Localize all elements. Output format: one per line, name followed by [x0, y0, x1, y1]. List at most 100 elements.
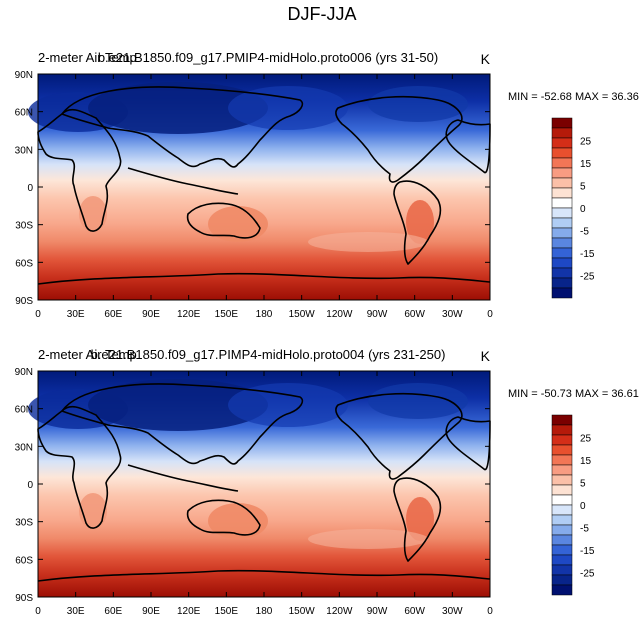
lon-tick-label: 180	[256, 606, 273, 617]
lat-tick-label: 60S	[15, 555, 33, 566]
colorbar-swatch	[551, 227, 573, 239]
panel-stats: MIN = -50.73 MAX = 36.61	[508, 388, 639, 400]
lon-tick-label: 120E	[177, 309, 201, 320]
colorbar-swatch	[551, 137, 573, 149]
colorbar-swatch	[551, 494, 573, 506]
lon-tick-label: 150E	[215, 606, 239, 617]
colorbar-swatch	[551, 287, 573, 299]
colorbar-swatch	[551, 584, 573, 596]
lat-axis: 90N 60N 30N 0 30S 60S 90S	[15, 70, 490, 307]
map-panel-1: 2-meter Air Temp b.e21.B1850.f09_g17.PMI…	[15, 50, 639, 320]
coastlines	[37, 383, 491, 582]
lat-tick-label: 90N	[15, 367, 33, 378]
colorbar-label: 25	[580, 434, 592, 445]
colorbar-swatch	[551, 217, 573, 229]
lon-tick-label: 120E	[177, 606, 201, 617]
lon-tick-label: 30W	[442, 606, 463, 617]
lon-tick-label: 60W	[404, 309, 425, 320]
colorbar-swatch	[551, 197, 573, 209]
colorbar-label: 5	[580, 479, 586, 490]
colorbar-label: -15	[580, 546, 595, 557]
lat-tick-label: 90N	[15, 70, 33, 81]
lat-tick-label: 90S	[15, 593, 33, 604]
colorbar-swatch	[551, 414, 573, 426]
map-patches	[28, 379, 468, 549]
colorbar-swatch	[551, 474, 573, 486]
lon-tick-label: 30E	[67, 309, 85, 320]
lon-tick-label: 120W	[326, 309, 353, 320]
colorbar-swatch	[551, 564, 573, 576]
lon-tick-label: 90W	[367, 309, 388, 320]
colorbar-label: 15	[580, 456, 592, 467]
lat-tick-label: 30N	[15, 442, 33, 453]
colorbar-swatch	[551, 117, 573, 129]
map-patches	[28, 82, 468, 252]
lon-axis: 0 30E 60E 90E 120E 150E 180 150W 120W 90W 60W 30W 0	[35, 371, 493, 617]
lat-tick-label: 0	[27, 183, 33, 194]
lon-tick-label: 30W	[442, 309, 463, 320]
lon-tick-label: 30E	[67, 606, 85, 617]
lon-tick-label: 0	[487, 606, 493, 617]
lon-tick-label: 90W	[367, 606, 388, 617]
colorbar-swatch	[551, 207, 573, 219]
lon-tick-label: 0	[35, 606, 41, 617]
colorbar-swatch	[551, 434, 573, 446]
colorbar-swatch	[551, 484, 573, 496]
colorbar-label: -25	[580, 272, 595, 283]
lon-tick-label: 180	[256, 309, 273, 320]
lon-tick-label: 90E	[142, 606, 160, 617]
lon-tick-label: 150W	[289, 309, 316, 320]
colorbar-swatch	[551, 257, 573, 269]
colorbar-swatch	[551, 574, 573, 586]
lon-axis: 0 30E 60E 90E 120E 150E 180 150W 120W 90W 60W 30W 0	[35, 74, 493, 320]
colorbar: 25 15 5 0 -5 -15 -25	[551, 117, 595, 299]
colorbar-swatch	[551, 237, 573, 249]
coastlines	[37, 86, 491, 285]
colorbar-label: -15	[580, 249, 595, 260]
colorbar: 25 15 5 0 -5 -15 -25	[551, 414, 595, 596]
lon-tick-label: 60E	[104, 309, 122, 320]
colorbar-swatch	[551, 247, 573, 259]
colorbar-label: -25	[580, 569, 595, 580]
panel-units: K	[481, 348, 491, 364]
colorbar-swatch	[551, 187, 573, 199]
lon-tick-label: 0	[487, 309, 493, 320]
lat-tick-label: 30S	[15, 221, 33, 232]
map-panel-2: 2-meter Air Temp b.e21.B1850.f09_g17.PIM…	[15, 347, 639, 617]
colorbar-swatch	[551, 177, 573, 189]
lon-tick-label: 90E	[142, 309, 160, 320]
lon-tick-label: 0	[35, 309, 41, 320]
colorbar-swatch	[551, 454, 573, 466]
colorbar-swatch	[551, 464, 573, 476]
colorbar-swatch	[551, 277, 573, 289]
colorbar-swatch	[551, 534, 573, 546]
colorbar-swatch	[551, 147, 573, 159]
colorbar-swatch	[551, 267, 573, 279]
panel-left-label: 2-meter Air Temp	[38, 50, 137, 65]
colorbar-label: -5	[580, 524, 589, 535]
lon-tick-label: 120W	[326, 606, 353, 617]
colorbar-swatch	[551, 127, 573, 139]
lat-tick-label: 60N	[15, 405, 33, 416]
colorbar-swatch	[551, 157, 573, 169]
lon-tick-label: 150W	[289, 606, 316, 617]
panel-center-label: b.e21.B1850.f09_g17.PMIP4-midHolo.proto0…	[98, 50, 438, 65]
colorbar-swatch	[551, 554, 573, 566]
lat-tick-label: 60N	[15, 108, 33, 119]
colorbar-swatch	[551, 544, 573, 556]
panel-center-label: b.e21.B1850.f09_g17.PIMP4-midHolo.proto0…	[91, 347, 446, 362]
lat-tick-label: 30N	[15, 145, 33, 156]
colorbar-swatch	[551, 424, 573, 436]
colorbar-label: 0	[580, 501, 586, 512]
lon-tick-label: 60E	[104, 606, 122, 617]
main-title: DJF-JJA	[288, 4, 357, 24]
colorbar-label: 0	[580, 204, 586, 215]
lat-tick-label: 0	[27, 480, 33, 491]
colorbar-swatch	[551, 504, 573, 516]
colorbar-label: 15	[580, 159, 592, 170]
colorbar-label: 5	[580, 182, 586, 193]
colorbar-label: -5	[580, 227, 589, 238]
colorbar-swatch	[551, 167, 573, 179]
colorbar-swatch	[551, 514, 573, 526]
